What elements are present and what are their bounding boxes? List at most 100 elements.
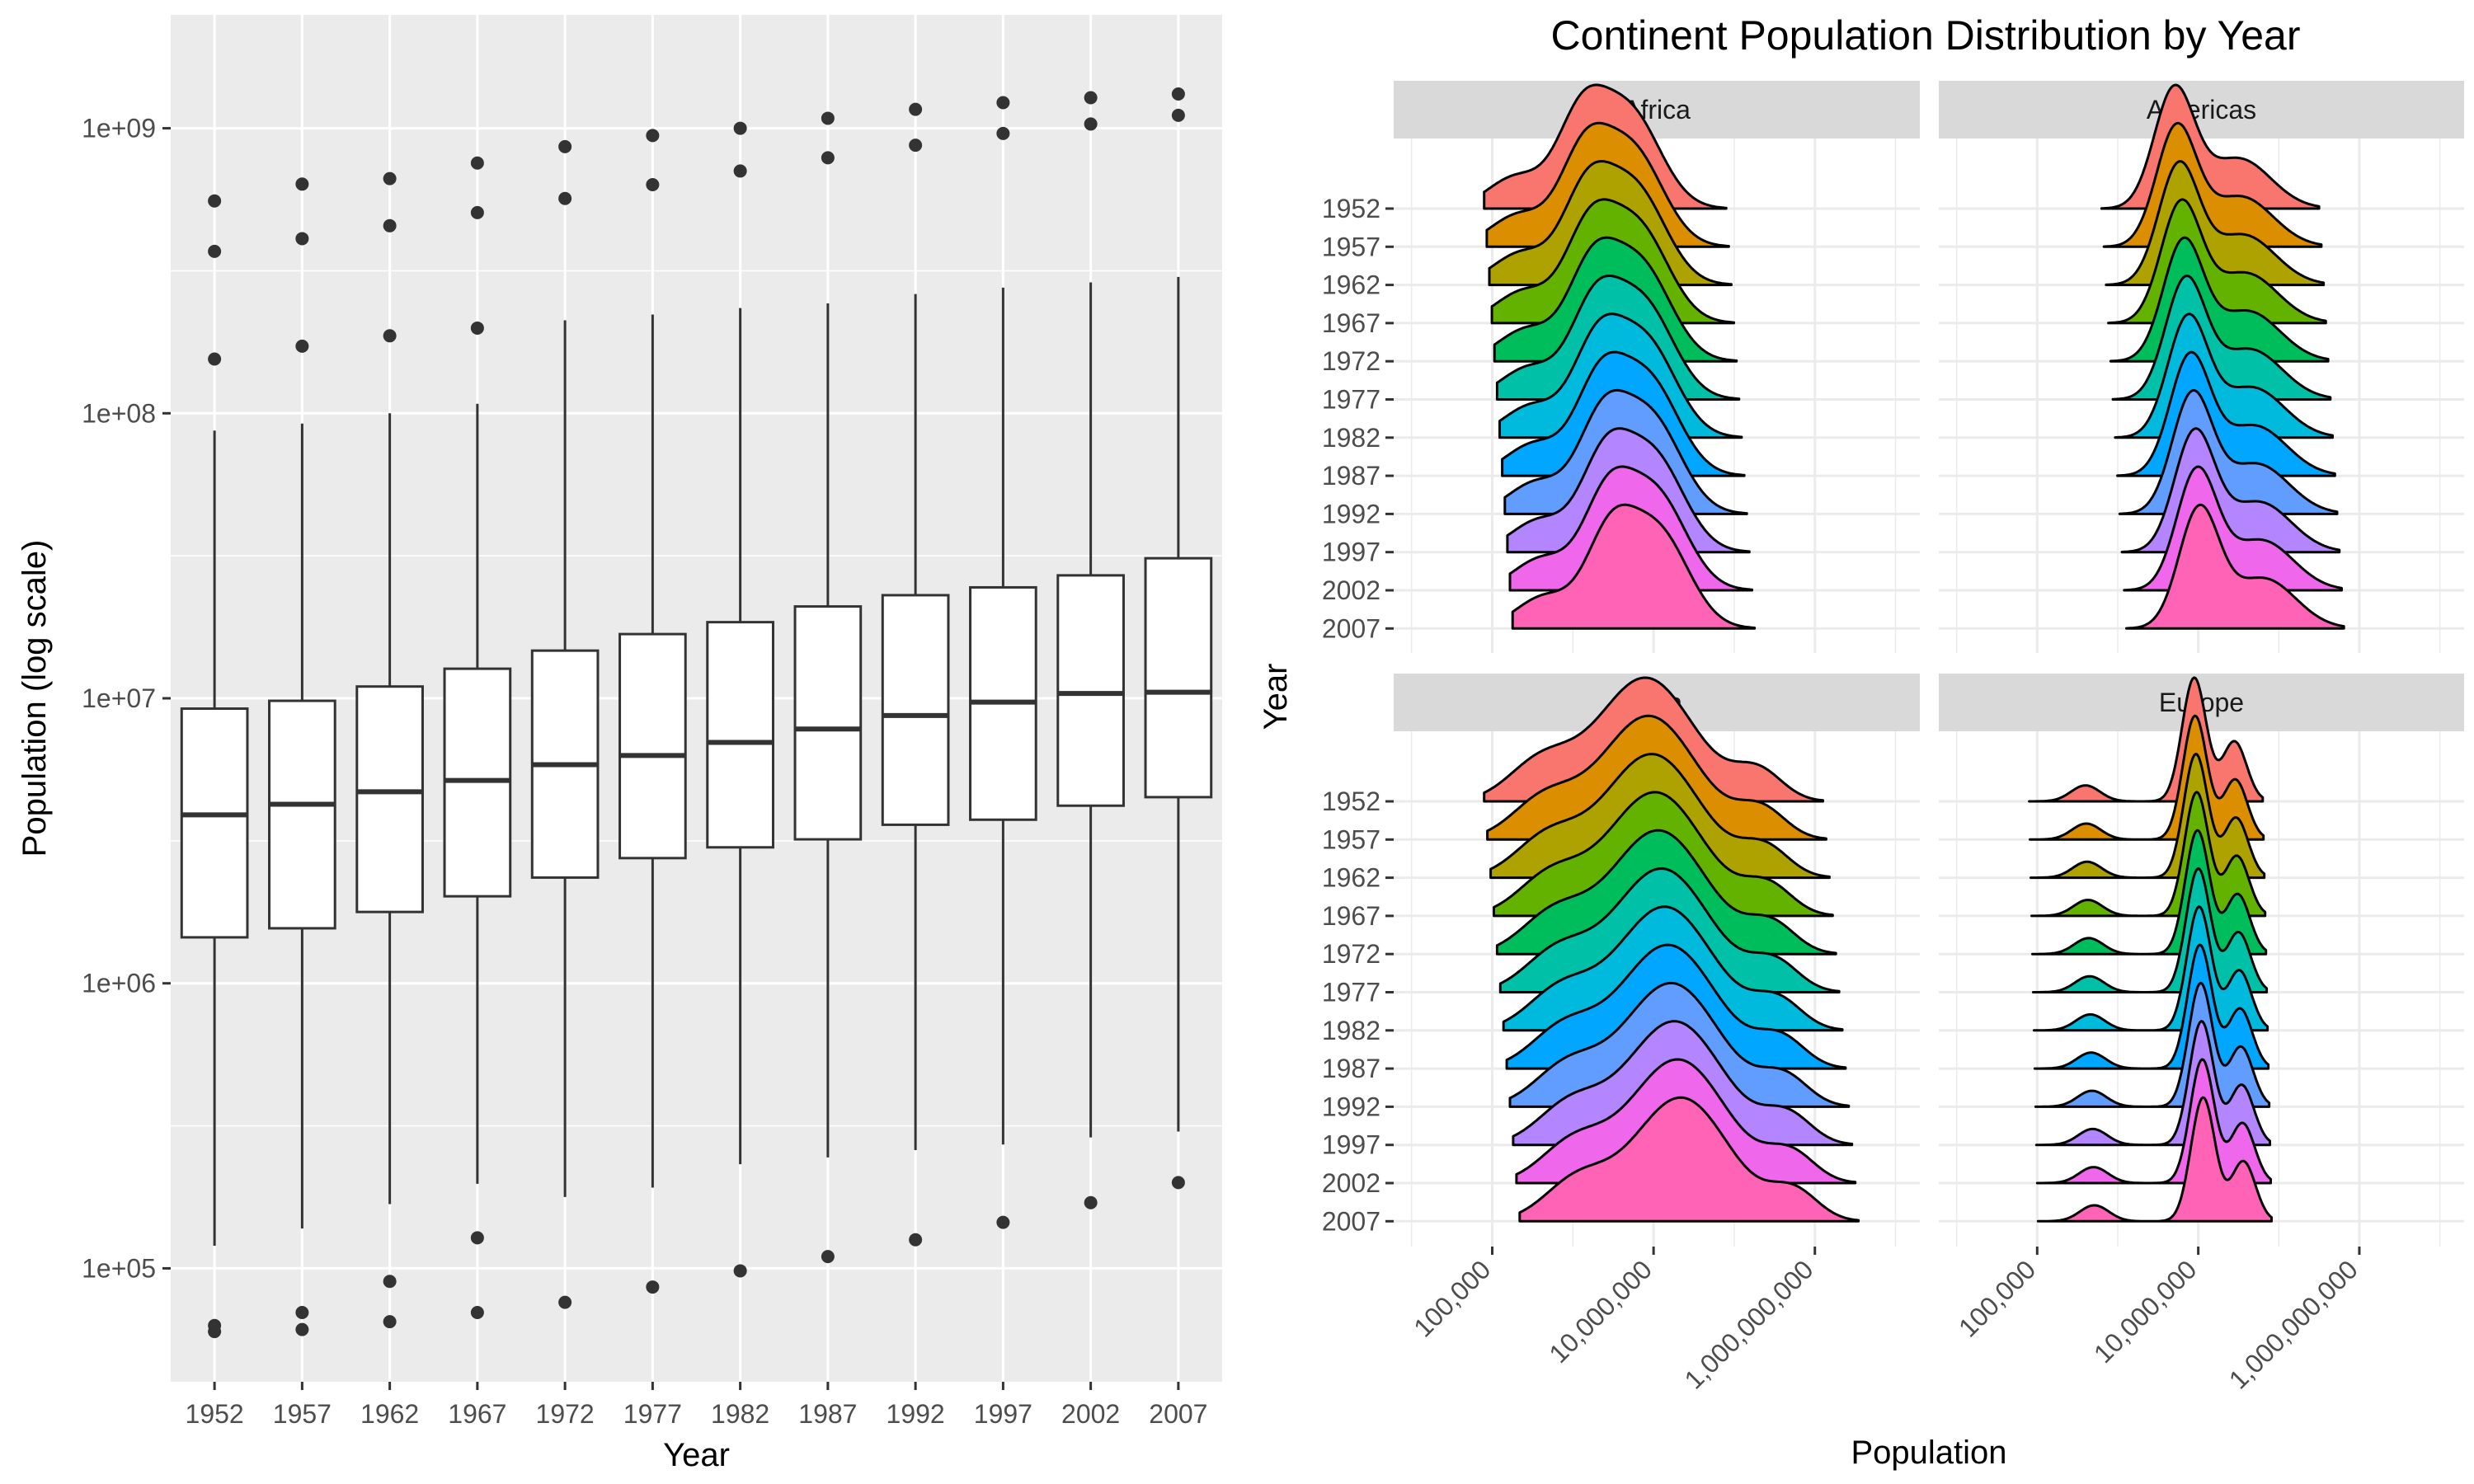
outlier-point	[1084, 117, 1098, 131]
y-tick-label: 1992	[1322, 1092, 1380, 1121]
outlier-point	[295, 1305, 309, 1319]
y-tick-label: 1e+08	[82, 398, 156, 428]
y-tick-label: 2002	[1322, 575, 1380, 605]
x-tick-label: 100,000	[1953, 1254, 2041, 1342]
box-1972	[530, 139, 600, 1309]
facet-asia: Asia195219571962196719721977198219871992…	[1322, 674, 1920, 1395]
box-1997	[969, 96, 1037, 1229]
outlier-point	[383, 218, 397, 232]
x-axis-title: Year	[663, 1437, 730, 1473]
outlier-point	[646, 129, 660, 143]
facet-strip	[1939, 81, 2464, 139]
x-tick-label: 10,000,000	[2088, 1254, 2203, 1369]
box-2007	[1144, 87, 1213, 1190]
box-iqr	[881, 594, 950, 826]
outlier-point	[821, 1250, 835, 1264]
box-iqr	[180, 707, 249, 939]
outlier-point	[996, 96, 1010, 110]
outlier-point	[646, 1280, 660, 1294]
outlier-point	[383, 1315, 397, 1329]
outlier-point	[295, 1322, 309, 1336]
y-tick-label: 1957	[1322, 232, 1380, 261]
x-tick-label: 1972	[536, 1399, 595, 1429]
boxplot-chart: 1e+05 1e+06 1e+07 1e+08 1e+09 1952 1957 1962 196…	[16, 15, 1222, 1473]
x-tick-label: 1992	[887, 1399, 945, 1429]
box-iqr	[1056, 574, 1125, 807]
box-iqr	[618, 632, 687, 860]
outlier-point	[733, 121, 747, 135]
outlier-point	[383, 1275, 397, 1289]
x-tick-label: 1982	[711, 1399, 769, 1429]
outlier-point	[821, 111, 835, 125]
y-tick-label: 1962	[1322, 863, 1380, 893]
box-iqr	[268, 699, 336, 930]
outlier-point	[646, 177, 660, 191]
ridge-europe-2007	[2036, 1096, 2273, 1223]
outlier-point	[996, 1215, 1010, 1229]
outlier-point	[470, 321, 484, 335]
facet-americas: Americas	[1939, 81, 2464, 653]
y-tick-label: 1952	[1322, 194, 1380, 223]
outlier-point	[1084, 1195, 1098, 1209]
box-iqr	[706, 621, 774, 849]
outlier-point	[821, 151, 835, 165]
y-tick-label: 2007	[1322, 1206, 1380, 1236]
y-tick-label: 1957	[1322, 824, 1380, 854]
facet-africa: Africa1952195719621967197219771982198719…	[1322, 81, 1920, 653]
outlier-point	[909, 1233, 923, 1247]
y-tick-label: 1987	[1322, 1054, 1380, 1083]
x-tick-label: 1,000,000,000	[1679, 1254, 1819, 1394]
outlier-point	[383, 329, 397, 343]
outlier-point	[909, 139, 923, 153]
x-tick-label: 1977	[623, 1399, 682, 1429]
y-tick-label: 1e+07	[82, 683, 156, 713]
ridgeline-chart: Africa1952195719621967197219771982198719…	[1258, 81, 2464, 1471]
x-tick-label: 1,000,000,000	[2223, 1254, 2363, 1394]
y-tick-label: 1967	[1322, 308, 1380, 338]
x-tick-label: 1952	[186, 1399, 244, 1429]
outlier-point	[295, 339, 309, 353]
x-tick-label: 1987	[798, 1399, 857, 1429]
outlier-point	[295, 177, 309, 191]
outlier-point	[1171, 108, 1185, 122]
outlier-point	[1084, 91, 1098, 105]
y-tick-label: 1977	[1322, 978, 1380, 1007]
outlier-point	[909, 102, 923, 116]
y-tick-label: 1977	[1322, 385, 1380, 415]
outlier-point	[470, 205, 484, 219]
y-tick-label: 2002	[1322, 1168, 1380, 1198]
box-1987	[793, 111, 863, 1264]
x-tick-label: 10,000,000	[1543, 1254, 1658, 1369]
outlier-point	[996, 126, 1010, 140]
box-1962	[355, 171, 424, 1329]
outlier-point	[558, 1295, 572, 1309]
box-iqr	[355, 685, 424, 913]
y-tick-label: 1e+06	[82, 969, 156, 998]
outlier-point	[733, 1264, 747, 1278]
outlier-point	[1171, 1176, 1185, 1190]
y-tick-label: 1972	[1322, 346, 1380, 376]
box-1952	[180, 194, 249, 1339]
outlier-point	[558, 191, 572, 205]
y-tick-label: 1e+09	[82, 114, 156, 143]
outlier-point	[558, 139, 572, 153]
y-tick-label: 1982	[1322, 423, 1380, 453]
chart-title: Continent Population Distribution by Yea…	[1551, 12, 2301, 59]
box-1957	[268, 177, 336, 1336]
x-tick-label: 1997	[974, 1399, 1032, 1429]
box-1992	[881, 102, 950, 1247]
outlier-point	[470, 156, 484, 170]
y-tick-label: 1962	[1322, 270, 1380, 300]
outlier-point	[383, 171, 397, 186]
y-tick-label: 1967	[1322, 901, 1380, 931]
x-tick-label: 2007	[1149, 1399, 1207, 1429]
ridge-americas-2007	[2125, 503, 2345, 630]
y-tick-label: 1972	[1322, 939, 1380, 969]
outlier-point	[733, 164, 747, 178]
ridge-africa-2007	[1511, 503, 1757, 630]
outlier-point	[208, 352, 222, 366]
y-tick-label: 1992	[1322, 499, 1380, 528]
y-tick-label: 2007	[1322, 613, 1380, 643]
